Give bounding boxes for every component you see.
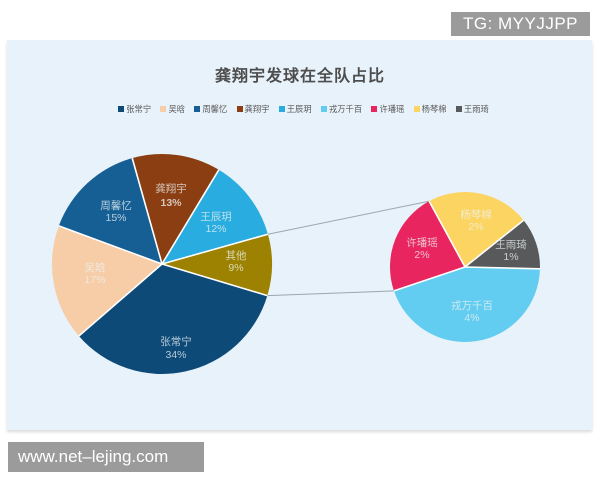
- svg-text:龚翔宇: 龚翔宇: [155, 182, 187, 195]
- svg-text:张常宁: 张常宁: [160, 335, 192, 348]
- svg-text:17%: 17%: [84, 274, 105, 286]
- svg-text:2%: 2%: [468, 221, 483, 233]
- svg-text:王辰玥: 王辰玥: [200, 211, 232, 223]
- svg-text:2%: 2%: [414, 249, 429, 261]
- svg-text:杨棽棉: 杨棽棉: [460, 208, 492, 221]
- svg-text:15%: 15%: [105, 212, 126, 224]
- svg-text:9%: 9%: [228, 262, 243, 274]
- svg-text:周馨忆: 周馨忆: [100, 199, 132, 212]
- svg-text:吴晗: 吴晗: [85, 261, 106, 274]
- svg-text:12%: 12%: [205, 223, 226, 235]
- svg-text:许璠瑶: 许璠瑶: [406, 236, 438, 249]
- svg-text:1%: 1%: [503, 251, 518, 263]
- svg-text:4%: 4%: [464, 312, 479, 324]
- svg-text:其他: 其他: [226, 249, 247, 262]
- svg-text:戎万千百: 戎万千百: [451, 299, 493, 312]
- svg-text:34%: 34%: [165, 349, 186, 361]
- svg-text:13%: 13%: [160, 197, 182, 209]
- svg-text:王雨琦: 王雨琦: [495, 239, 527, 251]
